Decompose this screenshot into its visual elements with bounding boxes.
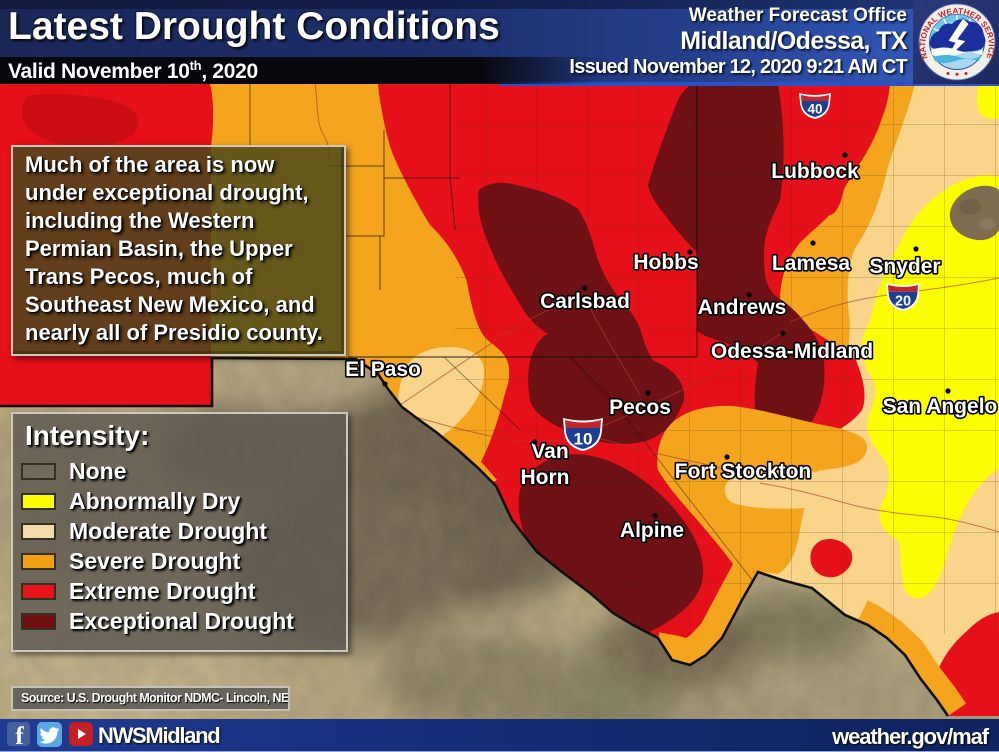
svg-text:20: 20 [895, 294, 911, 310]
svg-text:Alpine: Alpine [620, 519, 684, 542]
svg-text:Odessa-Midland: Odessa-Midland [711, 340, 873, 363]
svg-text:Lamesa: Lamesa [772, 252, 851, 275]
svg-text:Pecos: Pecos [609, 396, 671, 419]
svg-text:Horn: Horn [521, 466, 570, 489]
svg-text:El Paso: El Paso [345, 358, 421, 381]
svg-text:40: 40 [807, 102, 822, 117]
svg-text:Andrews: Andrews [698, 296, 787, 319]
svg-text:Lubbock: Lubbock [771, 160, 859, 183]
svg-text:10: 10 [574, 430, 593, 449]
svg-text:San Angelo: San Angelo [883, 395, 998, 418]
svg-text:Snyder: Snyder [869, 255, 940, 278]
svg-text:Hobbs: Hobbs [633, 251, 698, 274]
svg-text:Carlsbad: Carlsbad [540, 290, 630, 313]
svg-text:f: f [15, 723, 24, 748]
svg-text:Fort Stockton: Fort Stockton [675, 460, 812, 483]
